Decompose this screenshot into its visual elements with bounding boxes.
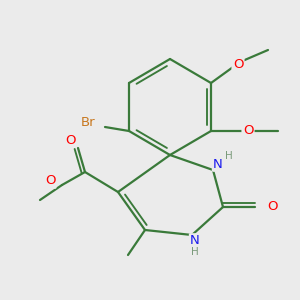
Text: H: H [225,151,233,161]
Text: O: O [233,58,243,70]
Text: H: H [191,247,199,257]
Text: N: N [190,235,200,248]
Text: O: O [65,134,75,146]
Text: Br: Br [81,116,95,128]
Text: N: N [213,158,223,170]
Text: O: O [243,124,253,136]
Text: O: O [267,200,277,214]
Text: O: O [45,175,55,188]
